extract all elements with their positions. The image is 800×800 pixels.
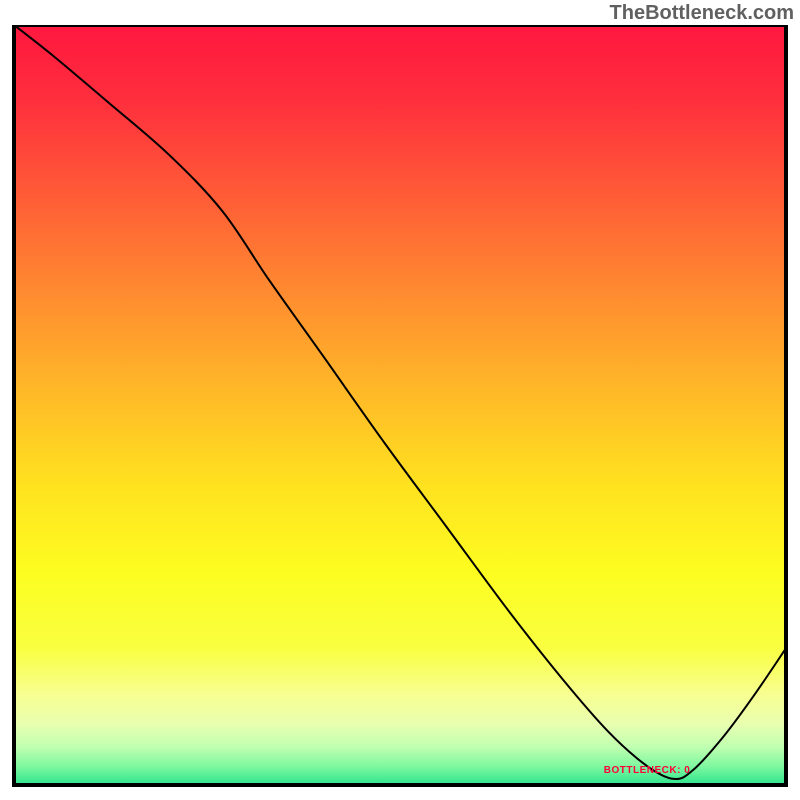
bottleneck-label: BOTTLENECK: 0	[604, 765, 691, 776]
watermark-text: TheBottleneck.com	[610, 2, 794, 25]
chart-background	[14, 25, 786, 785]
chart-svg: BOTTLENECK: 0	[0, 25, 800, 800]
bottleneck-chart: BOTTLENECK: 0	[0, 25, 800, 800]
